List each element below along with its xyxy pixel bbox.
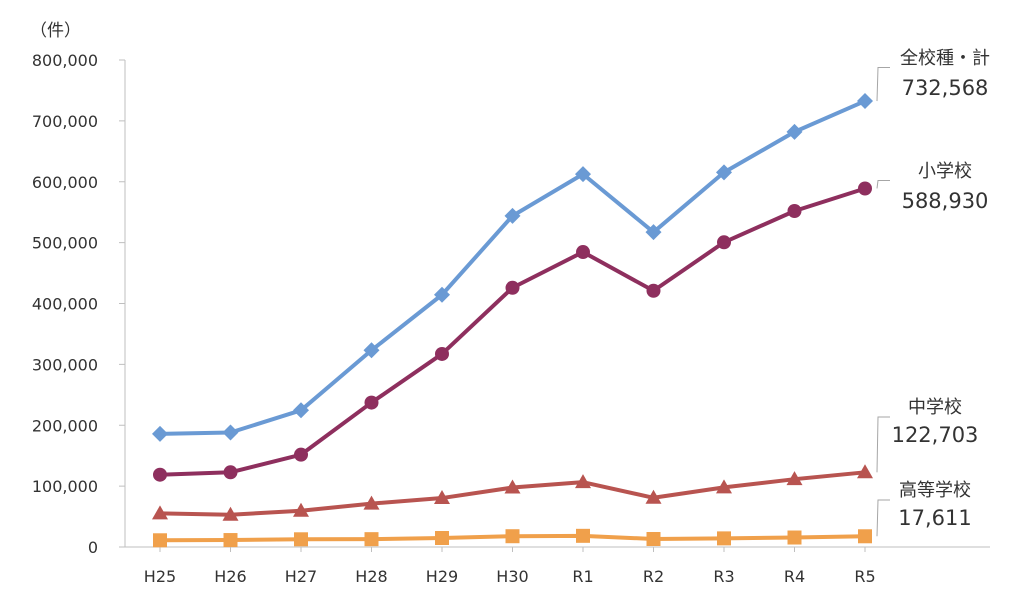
series-value-label: 588,930 [902,189,989,213]
x-tick-label: H27 [285,567,317,586]
x-tick-label: R2 [643,567,664,586]
data-point [294,447,308,462]
leader-line [876,416,890,473]
series-value-label: 732,568 [902,76,989,100]
series-name-label: 小学校 [918,161,972,182]
data-point [857,464,873,479]
data-point [222,506,239,521]
y-tick-label: 700,000 [32,112,98,131]
data-point [152,425,168,442]
data-point [434,286,450,303]
data-point [575,474,591,489]
data-point [153,467,167,482]
data-point [293,402,309,419]
leader-line [876,499,890,537]
x-tick-label: R5 [854,567,875,586]
x-tick-label: R3 [713,567,734,586]
x-tick-label: H29 [426,567,458,586]
series-line [159,99,866,436]
data-point [222,424,239,441]
data-point [364,532,379,547]
y-axis-ticks: 0 100,000 200,000 300,000 400,000 500,000 600,… [32,51,125,557]
x-tick-label: H30 [496,567,528,586]
series-1 [153,181,872,482]
y-tick-label: 400,000 [32,295,98,314]
data-point [717,531,731,546]
series-line [159,186,866,477]
data-point [645,224,662,241]
data-point [717,235,731,250]
x-tick-label: H26 [214,567,246,586]
y-axis-unit-label: （件） [30,21,81,41]
y-tick-label: 600,000 [32,173,98,192]
data-point [294,532,308,547]
data-point [645,489,662,504]
data-point [363,495,380,510]
data-point [293,502,309,517]
series-name-label: 高等学校 [899,480,971,501]
data-point [716,164,732,181]
x-tick-label: R4 [784,567,805,586]
y-tick-label: 200,000 [32,416,98,435]
leader-line [876,67,890,102]
x-axis-ticks: H25 H26 H27 H28 H29 H30 R1 R2 R3 R4 R5 [144,547,876,586]
data-point [505,529,520,544]
data-point [364,395,379,410]
data-point [858,529,872,544]
x-tick-label: R1 [572,567,593,586]
y-tick-label: 500,000 [32,234,98,253]
series-name-label: 全校種・計 [900,48,990,69]
series-0 [152,93,873,442]
data-point [435,346,449,361]
data-point [434,490,450,505]
data-point [575,166,591,183]
data-point [576,245,590,260]
series-line [159,470,866,517]
series-value-label: 17,611 [898,506,971,530]
data-point [786,123,803,140]
x-tick-label: H25 [144,567,176,586]
data-point [504,479,521,494]
data-point [857,93,873,110]
data-point [787,204,802,219]
series-2 [152,464,873,521]
data-point [363,342,380,359]
data-point [787,530,802,545]
data-point [716,479,732,494]
data-point [505,280,520,295]
y-tick-label: 800,000 [32,51,98,70]
series-layer [152,93,873,548]
leader-line [876,180,890,189]
y-tick-label: 300,000 [32,355,98,374]
y-tick-label: 100,000 [32,477,98,496]
data-point [646,283,661,298]
data-point [576,528,590,543]
series-name-label: 中学校 [908,397,962,418]
data-point [223,533,238,548]
data-point [223,465,238,480]
data-point [858,181,872,196]
series-3 [153,528,872,548]
data-point [153,533,167,548]
data-point [646,532,661,547]
data-point [786,471,803,486]
data-point [435,530,449,545]
series-labels: 全校種・計 732,568 小学校 588,930 中学校 122,703 高等学校 17,6… [876,48,990,537]
data-point [504,207,521,224]
y-tick-label: 0 [88,538,98,557]
data-point [152,505,168,520]
x-tick-label: H28 [355,567,387,586]
series-value-label: 122,703 [892,423,979,447]
